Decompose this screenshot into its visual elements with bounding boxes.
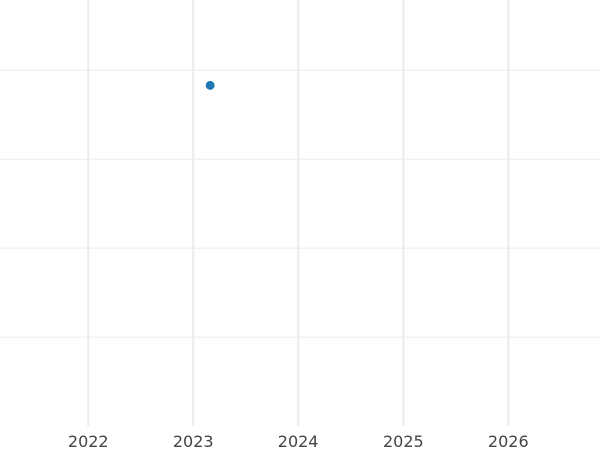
horizontal-gridlines [0, 69, 600, 338]
x-tick-label: 2026 [488, 432, 529, 450]
data-points [205, 80, 215, 90]
x-tick-label: 2022 [68, 432, 109, 450]
x-tick-label: 2023 [173, 432, 214, 450]
x-tick-label: 2025 [383, 432, 424, 450]
x-tick-label: 2024 [278, 432, 319, 450]
vertical-gridlines [87, 0, 510, 426]
x-tick-labels: 2022 2023 2024 2025 2026 [68, 432, 529, 450]
data-point [205, 80, 215, 90]
